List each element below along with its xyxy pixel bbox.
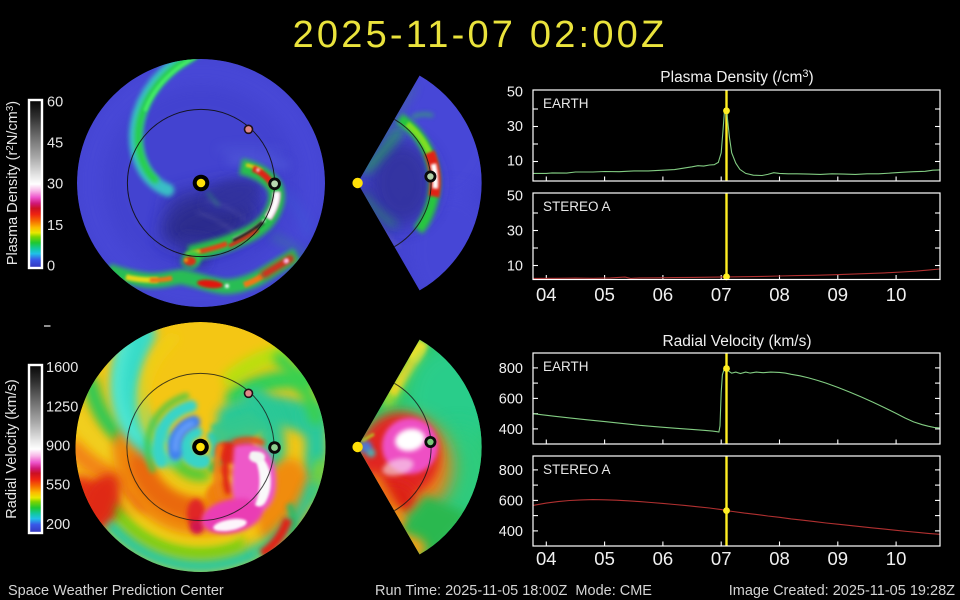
svg-text:10: 10 xyxy=(507,154,523,170)
svg-text:30: 30 xyxy=(47,177,63,193)
svg-text:10: 10 xyxy=(886,284,907,305)
svg-text:60: 60 xyxy=(47,95,63,111)
svg-text:05: 05 xyxy=(594,284,615,305)
svg-text:400: 400 xyxy=(499,524,523,540)
svg-text:1600: 1600 xyxy=(46,360,78,376)
svg-text:50: 50 xyxy=(507,85,523,101)
svg-text:10: 10 xyxy=(507,259,523,275)
svg-text:05: 05 xyxy=(594,548,615,569)
svg-text:Radial Velocity (km/s): Radial Velocity (km/s) xyxy=(4,379,20,518)
svg-text:800: 800 xyxy=(499,361,523,377)
svg-text:600: 600 xyxy=(499,493,523,509)
svg-text:10: 10 xyxy=(886,548,907,569)
svg-text:06: 06 xyxy=(653,284,674,305)
svg-text:08: 08 xyxy=(769,548,790,569)
svg-text:09: 09 xyxy=(828,548,849,569)
svg-text:04: 04 xyxy=(536,284,557,305)
svg-text:EARTH: EARTH xyxy=(543,96,589,111)
svg-text:EARTH: EARTH xyxy=(543,359,589,374)
svg-text:STEREO A: STEREO A xyxy=(543,462,611,477)
svg-text:06: 06 xyxy=(653,548,674,569)
svg-text:200: 200 xyxy=(46,517,70,533)
svg-text:800: 800 xyxy=(499,463,523,479)
svg-text:15: 15 xyxy=(47,218,63,234)
svg-text:09: 09 xyxy=(828,284,849,305)
svg-text:600: 600 xyxy=(499,391,523,407)
svg-text:08: 08 xyxy=(769,284,790,305)
svg-text:45: 45 xyxy=(47,136,63,152)
svg-text:30: 30 xyxy=(507,119,523,135)
svg-text:STEREO A: STEREO A xyxy=(543,199,611,214)
svg-text:Run Time: 2025-11-05 18:00Z M: Run Time: 2025-11-05 18:00Z Mode: CME xyxy=(375,583,652,599)
svg-text:1250: 1250 xyxy=(46,400,78,416)
svg-text:400: 400 xyxy=(499,422,523,438)
svg-text:2025-11-07 02:00Z: 2025-11-07 02:00Z xyxy=(293,14,668,56)
svg-text:07: 07 xyxy=(711,284,732,305)
svg-text:Radial Velocity (km/s): Radial Velocity (km/s) xyxy=(662,333,811,350)
svg-text:50: 50 xyxy=(507,189,523,205)
svg-text:30: 30 xyxy=(507,224,523,240)
svg-text:Plasma Density (r2N/cm3): Plasma Density (r2N/cm3) xyxy=(5,101,21,265)
svg-text:Image Created: 2025-11-05 19:2: Image Created: 2025-11-05 19:28Z xyxy=(729,583,955,599)
svg-text:Plasma Density (/cm3): Plasma Density (/cm3) xyxy=(660,68,813,86)
svg-text:04: 04 xyxy=(536,548,557,569)
svg-text:07: 07 xyxy=(711,548,732,569)
svg-text:550: 550 xyxy=(46,478,70,494)
svg-text:0: 0 xyxy=(47,259,55,275)
svg-text:Space Weather Prediction Cente: Space Weather Prediction Center xyxy=(8,583,224,599)
svg-text:900: 900 xyxy=(46,439,70,455)
